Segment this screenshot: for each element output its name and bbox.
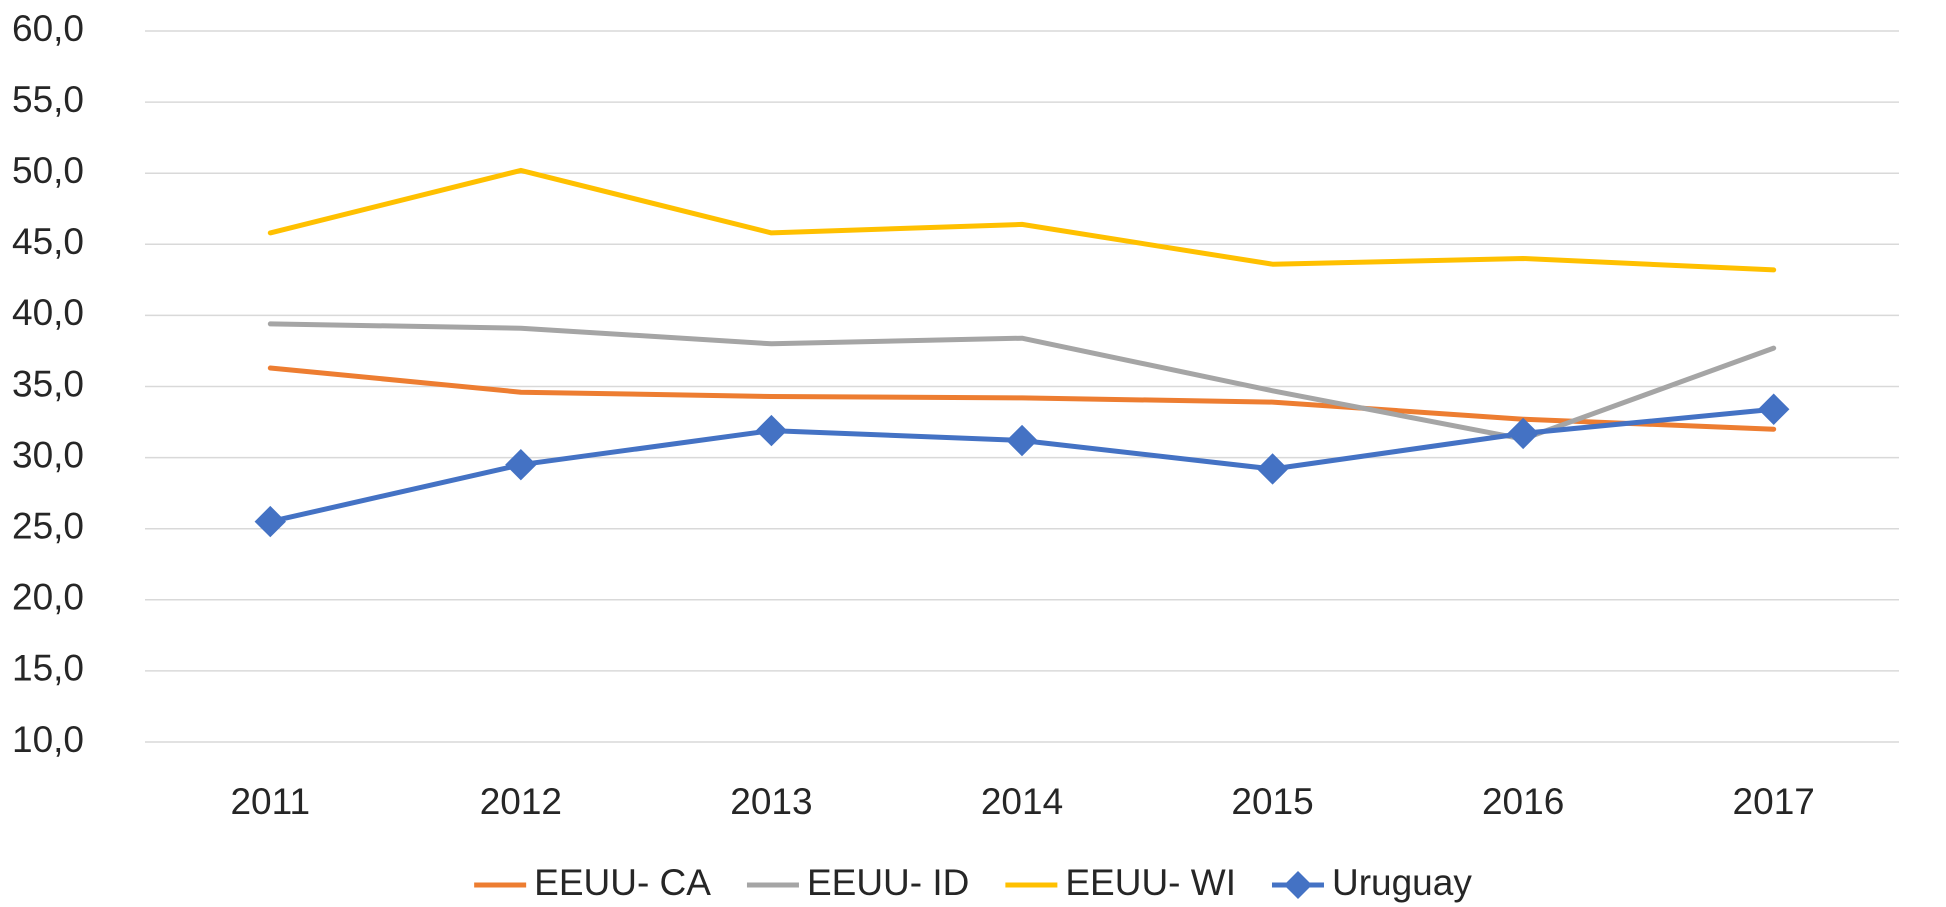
legend-item: EEUU- WI <box>1005 862 1236 903</box>
legend-item: EEUU- ID <box>746 862 969 903</box>
series-line <box>267 365 1777 432</box>
data-point <box>1758 393 1790 425</box>
legend-item: EEUU- CA <box>474 862 711 903</box>
x-tick-label: 2013 <box>730 781 812 822</box>
legend-item: Uruguay <box>1271 862 1472 903</box>
y-tick-label: 20,0 <box>12 577 84 618</box>
y-tick-label: 50,0 <box>12 150 84 191</box>
data-point <box>505 449 537 481</box>
y-tick-label: 10,0 <box>12 719 84 760</box>
x-tick-label: 2012 <box>480 781 562 822</box>
legend-label: EEUU- ID <box>807 862 969 903</box>
legend-marker <box>1283 871 1312 899</box>
y-tick-label: 40,0 <box>12 292 84 333</box>
x-tick-label: 2011 <box>230 781 310 822</box>
legend-label: EEUU- CA <box>534 862 711 903</box>
y-tick-label: 30,0 <box>12 434 84 475</box>
legend-label: EEUU- WI <box>1065 862 1236 903</box>
data-point <box>1507 417 1539 450</box>
x-tick-label: 2014 <box>981 781 1063 822</box>
data-point <box>755 414 788 447</box>
x-tick-label: 2017 <box>1733 781 1815 822</box>
y-tick-label: 15,0 <box>12 648 84 689</box>
y-tick-label: 60,0 <box>12 8 84 49</box>
series-line <box>267 167 1777 273</box>
y-tick-label: 25,0 <box>12 505 84 546</box>
data-point <box>1256 453 1289 485</box>
x-tick-label: 2015 <box>1231 781 1313 822</box>
y-tick-label: 55,0 <box>12 79 84 120</box>
y-tick-label: 35,0 <box>12 363 84 404</box>
x-tick-label: 2016 <box>1482 781 1564 822</box>
data-point <box>254 505 286 538</box>
legend-label: Uruguay <box>1332 862 1472 903</box>
legend: EEUU- CA EEUU- ID EEUU- WI Uruguay <box>474 862 1472 903</box>
data-point <box>1006 424 1038 457</box>
y-tick-label: 45,0 <box>12 221 84 262</box>
